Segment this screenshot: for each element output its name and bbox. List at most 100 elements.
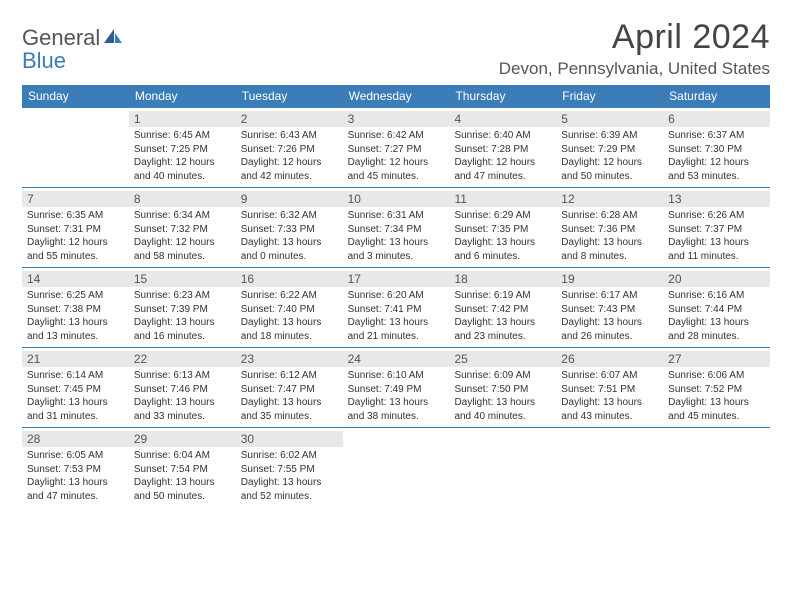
calendar-day-cell: 21 Sunrise: 6:14 AMSunset: 7:45 PMDayligh… bbox=[22, 348, 129, 427]
day-detail: Sunrise: 6:16 AMSunset: 7:44 PMDaylight:… bbox=[668, 289, 766, 343]
calendar-week-row: 7 Sunrise: 6:35 AMSunset: 7:31 PMDaylight… bbox=[22, 188, 770, 268]
day-detail: Sunrise: 6:19 AMSunset: 7:42 PMDaylight:… bbox=[454, 289, 552, 343]
calendar-day-cell: 14 Sunrise: 6:25 AMSunset: 7:38 PMDayligh… bbox=[22, 268, 129, 347]
day-detail: Sunrise: 6:26 AMSunset: 7:37 PMDaylight:… bbox=[668, 209, 766, 263]
day-detail: Sunrise: 6:31 AMSunset: 7:34 PMDaylight:… bbox=[348, 209, 446, 263]
day-detail: Sunrise: 6:09 AMSunset: 7:50 PMDaylight:… bbox=[454, 369, 552, 423]
day-detail: Sunrise: 6:13 AMSunset: 7:46 PMDaylight:… bbox=[134, 369, 232, 423]
day-number: 24 bbox=[343, 351, 450, 367]
calendar-day-cell: 23Sunrise: 6:12 AMSunset: 7:47 PMDayligh… bbox=[236, 348, 343, 427]
calendar-day-cell: 28Sunrise: 6:05 AMSunset: 7:53 PMDayligh… bbox=[22, 428, 129, 507]
calendar-day-cell: 17 Sunrise: 6:20 AMSunset: 7:41 PMDayligh… bbox=[343, 268, 450, 347]
day-number: 1 bbox=[129, 111, 236, 127]
calendar-day-cell: 24 Sunrise: 6:10 AMSunset: 7:49 PMDayligh… bbox=[343, 348, 450, 427]
calendar-day-cell bbox=[556, 428, 663, 507]
month-title: April 2024 bbox=[499, 18, 770, 57]
calendar-day-cell: 6Sunrise: 6:37 AMSunset: 7:30 PMDaylight… bbox=[663, 108, 770, 187]
day-detail: Sunrise: 6:25 AMSunset: 7:38 PMDaylight:… bbox=[27, 289, 125, 343]
calendar-day-cell: 15 Sunrise: 6:23 AMSunset: 7:39 PMDayligh… bbox=[129, 268, 236, 347]
day-number: 7 bbox=[22, 191, 129, 207]
calendar-day-cell bbox=[343, 428, 450, 507]
calendar-header-row: Sunday Monday Tuesday Wednesday Thursday… bbox=[22, 85, 770, 108]
location-subtitle: Devon, Pennsylvania, United States bbox=[499, 59, 770, 79]
day-number: 30 bbox=[236, 431, 343, 447]
calendar-day-cell: 9 Sunrise: 6:32 AMSunset: 7:33 PMDaylight… bbox=[236, 188, 343, 267]
day-detail: Sunrise: 6:23 AMSunset: 7:39 PMDaylight:… bbox=[134, 289, 232, 343]
day-header-thursday: Thursday bbox=[449, 85, 556, 108]
day-number: 22 bbox=[129, 351, 236, 367]
day-number: 27 bbox=[663, 351, 770, 367]
day-detail: Sunrise: 6:07 AMSunset: 7:51 PMDaylight:… bbox=[561, 369, 659, 423]
calendar-day-cell: 5Sunrise: 6:39 AMSunset: 7:29 PMDaylight… bbox=[556, 108, 663, 187]
day-detail: Sunrise: 6:45 AMSunset: 7:25 PMDaylight:… bbox=[134, 129, 232, 183]
day-number: 13 bbox=[663, 191, 770, 207]
day-number: 26 bbox=[556, 351, 663, 367]
calendar-day-cell: 11 Sunrise: 6:29 AMSunset: 7:35 PMDayligh… bbox=[449, 188, 556, 267]
calendar-day-cell: 18 Sunrise: 6:19 AMSunset: 7:42 PMDayligh… bbox=[449, 268, 556, 347]
day-detail: Sunrise: 6:02 AMSunset: 7:55 PMDaylight:… bbox=[241, 449, 339, 503]
day-detail: Sunrise: 6:10 AMSunset: 7:49 PMDaylight:… bbox=[348, 369, 446, 423]
calendar-day-cell bbox=[449, 428, 556, 507]
calendar-day-cell: 25 Sunrise: 6:09 AMSunset: 7:50 PMDayligh… bbox=[449, 348, 556, 427]
calendar-week-row: 28Sunrise: 6:05 AMSunset: 7:53 PMDayligh… bbox=[22, 428, 770, 507]
day-number: 15 bbox=[129, 271, 236, 287]
day-number: 29 bbox=[129, 431, 236, 447]
calendar-day-cell: 13 Sunrise: 6:26 AMSunset: 7:37 PMDayligh… bbox=[663, 188, 770, 267]
day-detail: Sunrise: 6:32 AMSunset: 7:33 PMDaylight:… bbox=[241, 209, 339, 263]
day-number: 20 bbox=[663, 271, 770, 287]
day-detail: Sunrise: 6:40 AMSunset: 7:28 PMDaylight:… bbox=[454, 129, 552, 183]
day-header-wednesday: Wednesday bbox=[343, 85, 450, 108]
calendar-day-cell: 26 Sunrise: 6:07 AMSunset: 7:51 PMDayligh… bbox=[556, 348, 663, 427]
day-header-tuesday: Tuesday bbox=[236, 85, 343, 108]
day-number: 9 bbox=[236, 191, 343, 207]
calendar-day-cell: 7 Sunrise: 6:35 AMSunset: 7:31 PMDaylight… bbox=[22, 188, 129, 267]
day-detail: Sunrise: 6:06 AMSunset: 7:52 PMDaylight:… bbox=[668, 369, 766, 423]
day-number: 21 bbox=[22, 351, 129, 367]
calendar-week-row: 14 Sunrise: 6:25 AMSunset: 7:38 PMDayligh… bbox=[22, 268, 770, 348]
logo-text: General Blue bbox=[22, 26, 124, 72]
page-header: General Blue April 2024 Devon, Pennsylva… bbox=[22, 18, 770, 79]
calendar-grid: Sunday Monday Tuesday Wednesday Thursday… bbox=[22, 85, 770, 507]
title-block: April 2024 Devon, Pennsylvania, United S… bbox=[499, 18, 770, 79]
calendar-day-cell: 20 Sunrise: 6:16 AMSunset: 7:44 PMDayligh… bbox=[663, 268, 770, 347]
logo-word-blue: Blue bbox=[22, 48, 66, 73]
day-number: 3 bbox=[343, 111, 450, 127]
logo-word-general: General bbox=[22, 25, 100, 50]
logo-sail-icon bbox=[102, 26, 124, 49]
calendar-week-row: 1 Sunrise: 6:45 AMSunset: 7:25 PMDaylight… bbox=[22, 108, 770, 188]
day-number: 25 bbox=[449, 351, 556, 367]
calendar-day-cell: 3 Sunrise: 6:42 AMSunset: 7:27 PMDaylight… bbox=[343, 108, 450, 187]
day-detail: Sunrise: 6:35 AMSunset: 7:31 PMDaylight:… bbox=[27, 209, 125, 263]
day-detail: Sunrise: 6:14 AMSunset: 7:45 PMDaylight:… bbox=[27, 369, 125, 423]
calendar-day-cell: 1 Sunrise: 6:45 AMSunset: 7:25 PMDaylight… bbox=[129, 108, 236, 187]
calendar-day-cell: 22 Sunrise: 6:13 AMSunset: 7:46 PMDayligh… bbox=[129, 348, 236, 427]
calendar-day-cell: 2 Sunrise: 6:43 AMSunset: 7:26 PMDaylight… bbox=[236, 108, 343, 187]
day-detail: Sunrise: 6:22 AMSunset: 7:40 PMDaylight:… bbox=[241, 289, 339, 343]
day-header-monday: Monday bbox=[129, 85, 236, 108]
day-number: 18 bbox=[449, 271, 556, 287]
day-number: 17 bbox=[343, 271, 450, 287]
day-detail: Sunrise: 6:42 AMSunset: 7:27 PMDaylight:… bbox=[348, 129, 446, 183]
calendar-day-cell bbox=[663, 428, 770, 507]
calendar-day-cell bbox=[22, 108, 129, 187]
day-number: 11 bbox=[449, 191, 556, 207]
day-detail: Sunrise: 6:29 AMSunset: 7:35 PMDaylight:… bbox=[454, 209, 552, 263]
calendar-day-cell: 12 Sunrise: 6:28 AMSunset: 7:36 PMDayligh… bbox=[556, 188, 663, 267]
day-detail: Sunrise: 6:28 AMSunset: 7:36 PMDaylight:… bbox=[561, 209, 659, 263]
calendar-day-cell: 30 Sunrise: 6:02 AMSunset: 7:55 PMDayligh… bbox=[236, 428, 343, 507]
day-number: 14 bbox=[22, 271, 129, 287]
day-detail: Sunrise: 6:39 AMSunset: 7:29 PMDaylight:… bbox=[561, 129, 659, 183]
day-detail: Sunrise: 6:43 AMSunset: 7:26 PMDaylight:… bbox=[241, 129, 339, 183]
day-detail: Sunrise: 6:12 AMSunset: 7:47 PMDaylight:… bbox=[241, 369, 339, 423]
calendar-page: General Blue April 2024 Devon, Pennsylva… bbox=[0, 0, 792, 507]
day-header-friday: Friday bbox=[556, 85, 663, 108]
day-number: 2 bbox=[236, 111, 343, 127]
day-number: 12 bbox=[556, 191, 663, 207]
day-number: 10 bbox=[343, 191, 450, 207]
day-detail: Sunrise: 6:34 AMSunset: 7:32 PMDaylight:… bbox=[134, 209, 232, 263]
day-header-sunday: Sunday bbox=[22, 85, 129, 108]
day-detail: Sunrise: 6:20 AMSunset: 7:41 PMDaylight:… bbox=[348, 289, 446, 343]
day-number: 19 bbox=[556, 271, 663, 287]
calendar-day-cell: 8Sunrise: 6:34 AMSunset: 7:32 PMDaylight… bbox=[129, 188, 236, 267]
day-number: 6 bbox=[663, 111, 770, 127]
